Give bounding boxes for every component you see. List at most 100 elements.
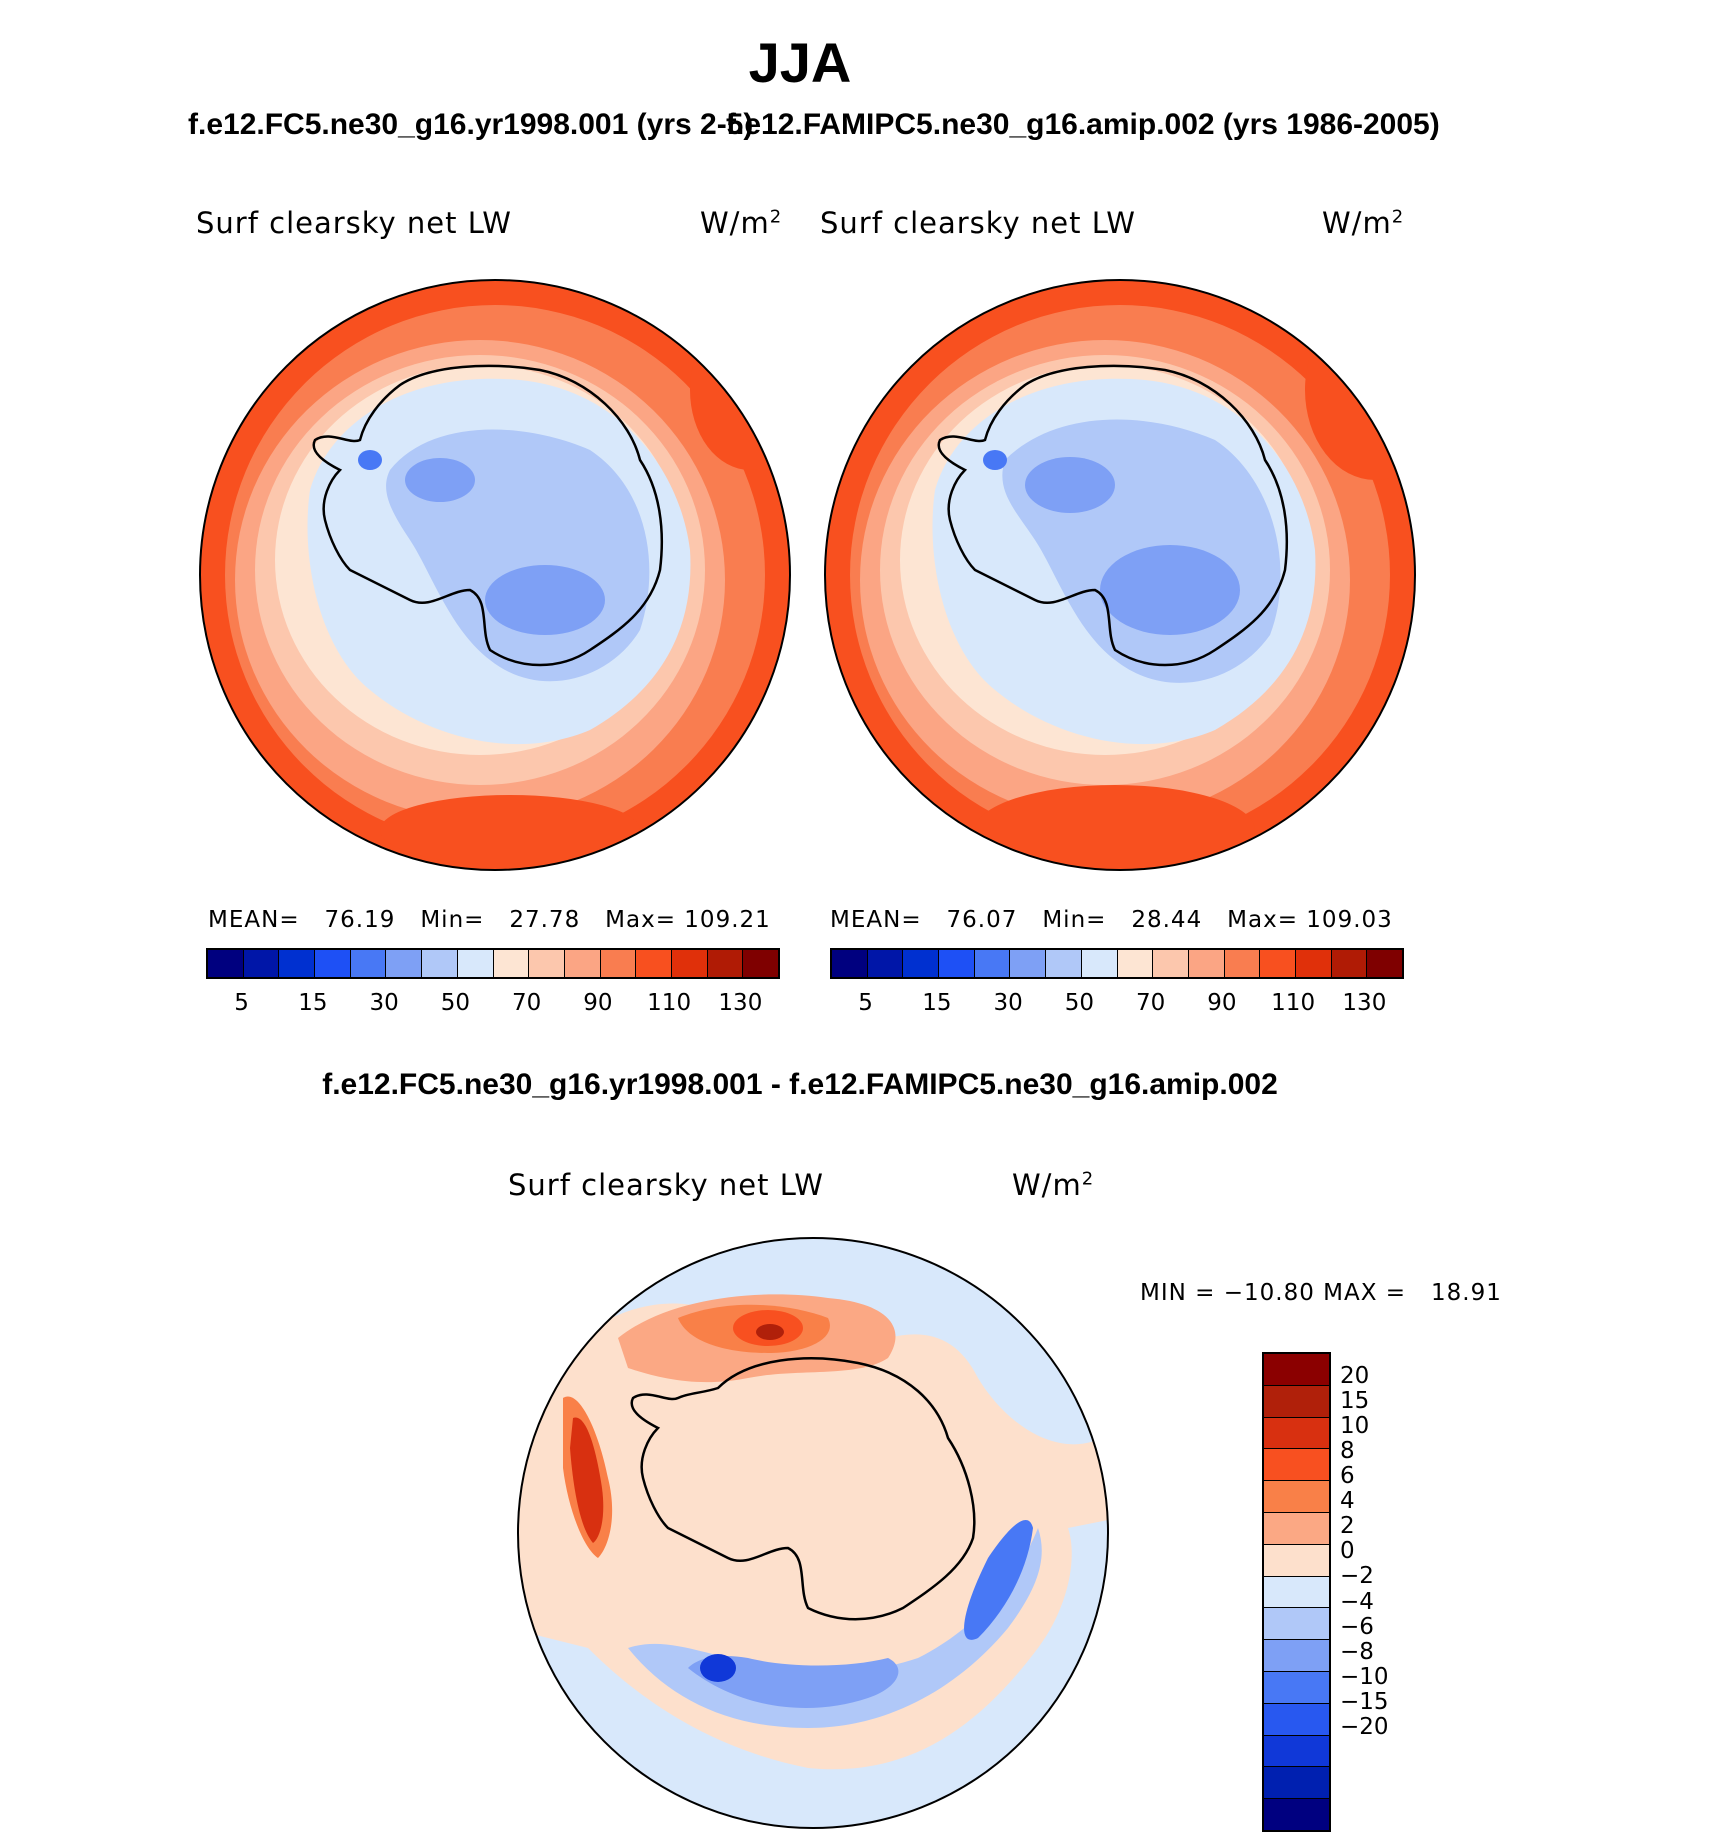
colorbar-label: 90 (583, 990, 613, 1016)
colorbar-label: 70 (511, 990, 542, 1016)
colorbar-swatch (1224, 950, 1261, 977)
colorbar-label: 2 (1340, 1513, 1355, 1540)
colorbar-label: 6 (1340, 1463, 1355, 1490)
colorbar-swatch (1264, 1703, 1329, 1736)
colorbar-label: −4 (1340, 1588, 1374, 1615)
colorbar-swatch (1295, 950, 1332, 977)
map-right-antarctica-coast (937, 364, 1289, 667)
colorbar-right-labels: 5 15 30 50 70 90 110 130 (830, 990, 1400, 1020)
colorbar-swatch (1331, 950, 1368, 977)
colorbar-swatch (1188, 950, 1225, 977)
colorbar-label: 20 (1340, 1363, 1370, 1390)
colorbar-left-labels: 5 15 30 50 70 90 110 130 (206, 990, 776, 1020)
difference-title: f.e12.FC5.ne30_g16.yr1998.001 - f.e12.FA… (322, 1068, 1278, 1101)
colorbar-swatch (1367, 950, 1402, 977)
colorbar-label: −8 (1340, 1638, 1374, 1665)
colorbar-label: 30 (993, 990, 1023, 1016)
colorbar-swatch (1264, 1354, 1329, 1386)
difference-units: W/m2 (1012, 1168, 1095, 1202)
colorbar-swatch (743, 950, 778, 977)
map-left-band-20 (358, 450, 382, 470)
colorbar-swatch (1081, 950, 1118, 977)
panel-right-stats: MEAN= 76.07 Min= 28.44 Max= 109.03 (830, 907, 1393, 933)
main-title: JJA (748, 31, 852, 94)
map-left-warm-patch2 (380, 795, 640, 865)
colorbar-left (206, 948, 780, 979)
colorbar-label: −10 (1340, 1663, 1389, 1690)
colorbar-swatch (636, 950, 672, 977)
colorbar-swatch (1264, 1417, 1329, 1450)
colorbar-swatch (1264, 1640, 1329, 1672)
colorbar-swatch (832, 950, 868, 977)
colorbar-label: 5 (858, 990, 873, 1016)
colorbar-swatch (867, 950, 904, 977)
map-left-antarctica-coast (312, 364, 664, 667)
colorbar-swatch (208, 950, 244, 977)
colorbar-swatch (1264, 1671, 1329, 1704)
map-diff-band-neg10 (700, 1654, 736, 1682)
colorbar-label: 8 (1340, 1438, 1355, 1465)
colorbar-label: −6 (1340, 1613, 1374, 1640)
difference-variable: Surf clearsky net LW (508, 1168, 824, 1202)
map-left-band-30b (485, 565, 605, 635)
colorbar-swatch (671, 950, 708, 977)
colorbar-difference (1262, 1352, 1331, 1832)
colorbar-swatch (243, 950, 280, 977)
colorbar-swatch (1264, 1385, 1329, 1418)
map-difference (517, 1237, 1109, 1829)
colorbar-swatch (939, 950, 975, 977)
colorbar-swatch (350, 950, 387, 977)
colorbar-right (830, 948, 1404, 979)
colorbar-swatch (564, 950, 601, 977)
map-right-band-30b (1100, 545, 1240, 635)
colorbar-swatch (1264, 1512, 1329, 1545)
colorbar-difference-labels: 20 15 10 8 6 4 2 0 −2 −4 −6 −8 −10 −15 −20 (1340, 1352, 1460, 1828)
colorbar-swatch (974, 950, 1011, 977)
colorbar-label: 50 (440, 990, 471, 1016)
colorbar-swatch (1010, 950, 1047, 977)
case-title-left: f.e12.FC5.ne30_g16.yr1998.001 (yrs 2-5) (188, 108, 754, 141)
colorbar-swatch (315, 950, 351, 977)
colorbar-swatch (707, 950, 744, 977)
panel-right-units: W/m2 (1322, 206, 1405, 240)
map-diff-band-10 (570, 1417, 604, 1543)
colorbar-swatch (1264, 1799, 1329, 1830)
colorbar-label: 130 (1342, 990, 1387, 1016)
colorbar-swatch (1264, 1608, 1329, 1641)
colorbar-label: 15 (922, 990, 952, 1016)
colorbar-swatch (386, 950, 423, 977)
map-right-band-30a (1025, 457, 1115, 513)
colorbar-swatch (422, 950, 458, 977)
colorbar-label: 0 (1340, 1538, 1355, 1565)
panel-left-units: W/m2 (700, 206, 783, 240)
case-title-right: f.e12.FAMIPC5.ne30_g16.amip.002 (yrs 198… (726, 108, 1440, 141)
colorbar-label: 15 (1340, 1388, 1370, 1415)
panel-left-variable: Surf clearsky net LW (196, 206, 512, 240)
map-left (199, 279, 791, 871)
colorbar-label: −15 (1340, 1688, 1389, 1715)
colorbar-label: 30 (369, 990, 399, 1016)
panel-left-stats: MEAN= 76.19 Min= 27.78 Max= 109.21 (208, 907, 771, 933)
colorbar-swatch (1264, 1767, 1329, 1800)
colorbar-swatch (903, 950, 940, 977)
panel-right-variable: Surf clearsky net LW (820, 206, 1136, 240)
colorbar-label: −2 (1340, 1563, 1374, 1590)
colorbar-swatch (529, 950, 565, 977)
colorbar-swatch (457, 950, 494, 977)
colorbar-label: 5 (234, 990, 249, 1016)
colorbar-label: 15 (298, 990, 328, 1016)
colorbar-label: −20 (1340, 1713, 1389, 1740)
colorbar-label: 50 (1064, 990, 1095, 1016)
map-diff-antarctica-coast (630, 1357, 976, 1621)
colorbar-swatch (1264, 1735, 1329, 1768)
map-diff-band-15 (756, 1324, 784, 1340)
colorbar-swatch (1117, 950, 1154, 977)
map-diff-band-neg6 (964, 1519, 1033, 1640)
colorbar-swatch (279, 950, 316, 977)
colorbar-label: 110 (1271, 990, 1316, 1016)
map-right-warm-patch2 (975, 785, 1255, 870)
difference-min-max: MIN = −10.80 MAX = 18.91 (1140, 1280, 1502, 1306)
colorbar-swatch (1264, 1481, 1329, 1513)
map-left-band-30a (405, 458, 475, 502)
colorbar-swatch (1046, 950, 1082, 977)
